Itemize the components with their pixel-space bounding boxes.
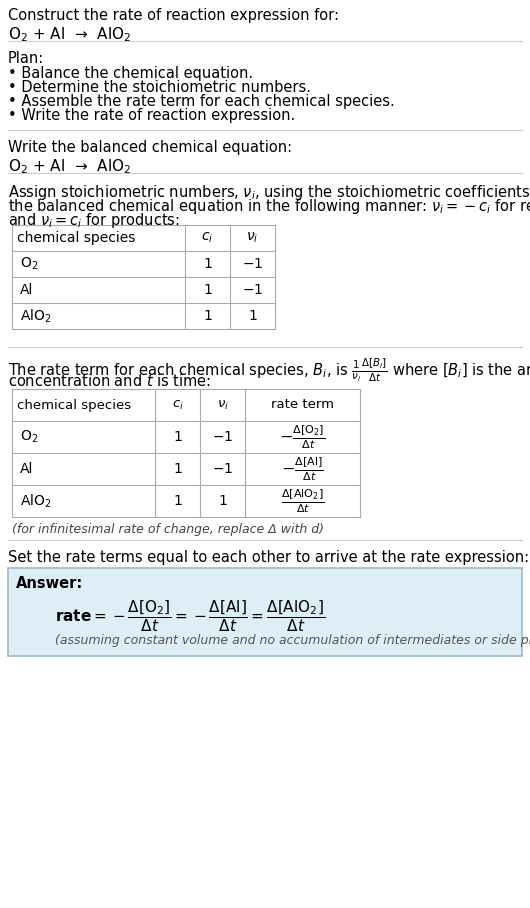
- Text: (for infinitesimal rate of change, replace Δ with d): (for infinitesimal rate of change, repla…: [12, 523, 324, 536]
- Text: $\nu_i$: $\nu_i$: [217, 399, 228, 411]
- FancyBboxPatch shape: [8, 568, 522, 656]
- Text: 1: 1: [173, 430, 182, 444]
- Text: Construct the rate of reaction expression for:: Construct the rate of reaction expressio…: [8, 8, 339, 23]
- Text: $-1$: $-1$: [212, 430, 233, 444]
- Text: chemical species: chemical species: [17, 231, 135, 245]
- Text: • Balance the chemical equation.: • Balance the chemical equation.: [8, 66, 253, 81]
- Text: chemical species: chemical species: [17, 399, 131, 411]
- Text: 1: 1: [173, 494, 182, 508]
- Text: 1: 1: [203, 283, 212, 297]
- Text: $\mathrm{AlO_2}$: $\mathrm{AlO_2}$: [20, 307, 51, 325]
- Text: 1: 1: [203, 257, 212, 271]
- Text: $c_i$: $c_i$: [172, 399, 183, 411]
- Text: $\mathrm{O_2}$ + Al  →  $\mathrm{AlO_2}$: $\mathrm{O_2}$ + Al → $\mathrm{AlO_2}$: [8, 25, 131, 44]
- Text: Al: Al: [20, 462, 33, 476]
- Text: • Determine the stoichiometric numbers.: • Determine the stoichiometric numbers.: [8, 80, 311, 95]
- Text: $\nu_i$: $\nu_i$: [246, 231, 259, 245]
- Text: $\mathbf{rate} = -\dfrac{\Delta[\mathrm{O_2}]}{\Delta t} = -\dfrac{\Delta[\mathr: $\mathbf{rate} = -\dfrac{\Delta[\mathrm{…: [55, 598, 325, 634]
- Text: $\mathrm{AlO_2}$: $\mathrm{AlO_2}$: [20, 492, 51, 509]
- Text: the balanced chemical equation in the following manner: $\nu_i = -c_i$ for react: the balanced chemical equation in the fo…: [8, 197, 530, 216]
- Text: $1$: $1$: [218, 494, 227, 508]
- Text: $-1$: $-1$: [212, 462, 233, 476]
- Text: $c_i$: $c_i$: [201, 231, 214, 245]
- Text: $\mathrm{O_2}$: $\mathrm{O_2}$: [20, 429, 38, 445]
- Text: $1$: $1$: [248, 309, 257, 323]
- Text: $-\frac{\Delta[\mathrm{Al}]}{\Delta t}$: $-\frac{\Delta[\mathrm{Al}]}{\Delta t}$: [281, 455, 324, 483]
- Text: • Write the rate of reaction expression.: • Write the rate of reaction expression.: [8, 108, 295, 123]
- Text: Assign stoichiometric numbers, $\nu_i$, using the stoichiometric coefficients, $: Assign stoichiometric numbers, $\nu_i$, …: [8, 183, 530, 202]
- Text: $-1$: $-1$: [242, 257, 263, 271]
- Text: $-1$: $-1$: [242, 283, 263, 297]
- Text: Write the balanced chemical equation:: Write the balanced chemical equation:: [8, 140, 292, 155]
- Text: $\mathrm{O_2}$ + Al  →  $\mathrm{AlO_2}$: $\mathrm{O_2}$ + Al → $\mathrm{AlO_2}$: [8, 157, 131, 176]
- Text: and $\nu_i = c_i$ for products:: and $\nu_i = c_i$ for products:: [8, 211, 180, 230]
- Text: • Assemble the rate term for each chemical species.: • Assemble the rate term for each chemic…: [8, 94, 395, 109]
- Text: $-\frac{\Delta[\mathrm{O_2}]}{\Delta t}$: $-\frac{\Delta[\mathrm{O_2}]}{\Delta t}$: [279, 423, 325, 451]
- Text: 1: 1: [203, 309, 212, 323]
- Text: 1: 1: [173, 462, 182, 476]
- Text: $\mathrm{O_2}$: $\mathrm{O_2}$: [20, 256, 38, 272]
- Text: $\frac{\Delta[\mathrm{AlO_2}]}{\Delta t}$: $\frac{\Delta[\mathrm{AlO_2}]}{\Delta t}…: [281, 487, 324, 515]
- Text: rate term: rate term: [271, 399, 334, 411]
- Text: Plan:: Plan:: [8, 51, 44, 66]
- Text: Al: Al: [20, 283, 33, 297]
- Text: The rate term for each chemical species, $B_i$, is $\frac{1}{\nu_i}\frac{\Delta[: The rate term for each chemical species,…: [8, 357, 530, 384]
- Text: (assuming constant volume and no accumulation of intermediates or side products): (assuming constant volume and no accumul…: [55, 634, 530, 647]
- Text: Answer:: Answer:: [16, 576, 83, 591]
- Text: concentration and $t$ is time:: concentration and $t$ is time:: [8, 373, 211, 389]
- Text: Set the rate terms equal to each other to arrive at the rate expression:: Set the rate terms equal to each other t…: [8, 550, 529, 565]
